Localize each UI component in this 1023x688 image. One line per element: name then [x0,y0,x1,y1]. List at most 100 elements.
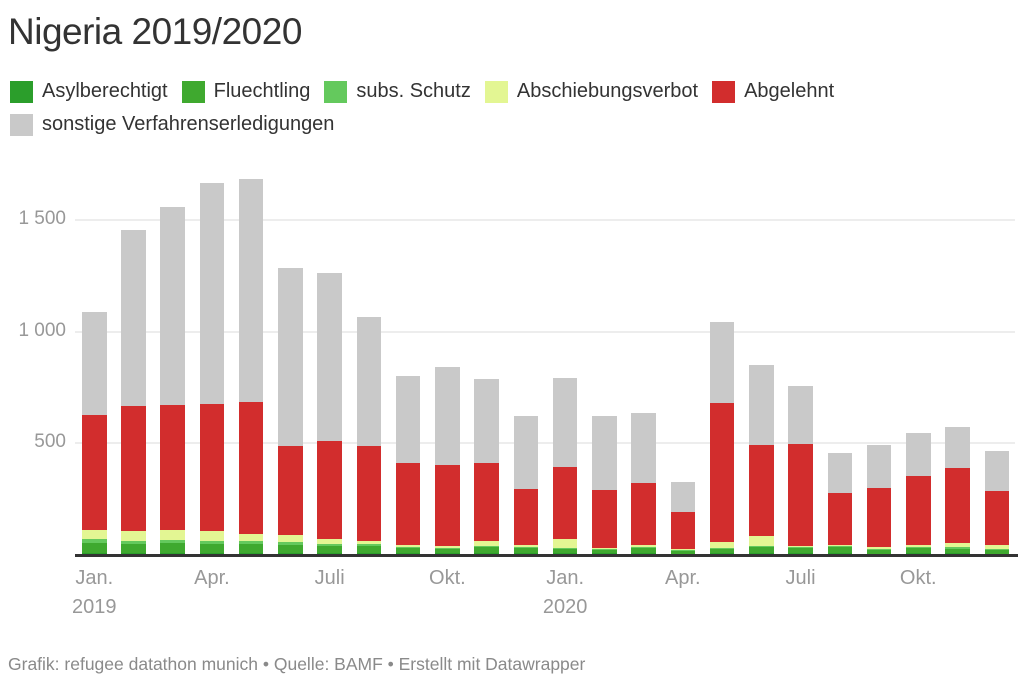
legend-swatch-asylberechtigt [10,80,33,103]
segment-abgelehnt [395,462,421,545]
bar-nov-2019 [474,379,499,554]
legend-swatch-abschiebungsverbot [484,80,508,103]
segment-abgelehnt [984,490,1009,545]
segment-subs-schutz [238,541,264,545]
segment-fluechtling [827,547,853,554]
segment-abschiebungsverbot [160,530,185,540]
gridline-1000 [75,330,1015,333]
segment-abschiebungsverbot [238,533,264,542]
segment-subs-schutz [278,542,303,545]
gridline-1500 [75,219,1015,222]
segment-abschiebungsverbot [317,538,342,544]
segment-fluechtling [709,549,735,554]
segment-abgelehnt [709,402,735,542]
legend-item-abschiebungsverbot: Abschiebungsverbot [484,80,698,103]
legend-label: subs. Schutz [356,80,471,102]
legend-swatch-subs-schutz [324,80,348,103]
bar-m-r-2020 [631,413,656,554]
legend-label: Fluechtling [213,80,311,102]
segment-fluechtling [788,548,813,554]
x-axis-tick-label-okt: Okt. [858,564,978,593]
x-axis-tick-line: Juli [314,567,345,589]
segment-abschiebungsverbot [121,530,146,541]
legend-item-abgelehnt: Abgelehnt [712,80,834,103]
bar-jan-2020 [552,378,578,554]
x-axis-tick-label-okt: Okt. [387,564,507,593]
legend-item-subs-schutz: subs. Schutz [324,80,471,103]
segment-sonstige-verfahrenserledigungen [945,427,970,468]
x-axis-line [75,554,1018,557]
segment-subs-schutz [552,548,578,550]
segment-abgelehnt [552,466,578,540]
x-axis-tick-label-juli: Juli [741,564,861,593]
segment-asylberechtigt [199,552,225,554]
segment-fluechtling [866,550,892,554]
segment-fluechtling [945,549,970,554]
bar-m-r-2019 [160,207,185,554]
segment-subs-schutz [82,539,107,543]
bar-apr-2019 [199,183,225,554]
segment-fluechtling [238,544,264,553]
segment-subs-schutz [199,540,225,544]
x-axis-tick-label-jan-2020: Jan. 2020 [505,564,625,622]
segment-abgelehnt [592,489,617,548]
bar-dez-2019 [513,415,539,554]
x-axis-tick-line: Okt. [899,567,937,589]
segment-subs-schutz [121,540,146,544]
segment-abschiebungsverbot [278,535,303,543]
segment-asylberechtigt [513,553,539,554]
bar-dez-2020 [984,450,1009,554]
segment-subs-schutz [513,547,539,549]
segment-fluechtling [984,550,1009,554]
legend-item-asylberechtigt: Asylberechtigt [10,80,168,103]
segment-fluechtling [552,549,578,554]
segment-abgelehnt [749,444,774,536]
segment-fluechtling [435,549,460,554]
x-axis-tick-line: Juli [785,567,816,589]
segment-fluechtling [395,548,421,554]
segment-sonstige-verfahrenserledigungen [670,482,696,513]
segment-abgelehnt [121,405,146,531]
chart-footer: Grafik: refugee datathon munich • Quelle… [8,654,586,674]
segment-abschiebungsverbot [749,535,774,546]
segment-sonstige-verfahrenserledigungen [121,230,146,406]
legend-swatch-abgelehnt [712,80,736,103]
segment-abgelehnt [82,414,107,530]
segment-abgelehnt [670,512,696,549]
segment-abschiebungsverbot [709,541,735,548]
segment-subs-schutz [631,546,656,548]
segment-abgelehnt [945,467,970,543]
segment-fluechtling [356,545,382,553]
segment-abschiebungsverbot [592,547,617,550]
segment-abschiebungsverbot [866,547,892,550]
gridline-500 [75,441,1015,444]
bar-okt-2020 [906,433,931,554]
segment-abgelehnt [199,403,225,532]
segment-abschiebungsverbot [552,539,578,549]
bar-jan-2019 [82,311,107,554]
segment-fluechtling [749,547,774,554]
segment-abgelehnt [278,446,303,536]
segment-subs-schutz [160,539,185,543]
segment-subs-schutz [435,548,460,550]
segment-abschiebungsverbot [827,544,853,546]
segment-subs-schutz [945,546,970,550]
segment-sonstige-verfahrenserledigungen [866,444,892,489]
bar-apr-2020 [670,482,696,554]
segment-abschiebungsverbot [670,548,696,550]
bar-jul-2020 [788,385,813,554]
segment-sonstige-verfahrenserledigungen [788,385,813,444]
segment-abschiebungsverbot [906,545,931,548]
segment-abgelehnt [317,440,342,539]
legend-swatch-sonstige-verfahrenserledigungen [10,113,33,136]
y-axis-tick-label: 1 000 [18,319,66,341]
legend: Asylberechtigt Fluechtling subs. Schutz Abs… [10,80,1010,136]
x-axis-tick-line: Apr. [665,567,701,589]
segment-asylberechtigt [552,553,578,554]
x-axis-tick-line: 2019 [72,596,117,618]
segment-abgelehnt [160,405,185,531]
segment-sonstige-verfahrenserledigungen [709,321,735,403]
bar-okt-2019 [435,367,460,554]
segment-subs-schutz [317,543,342,546]
segment-abschiebungsverbot [199,531,225,541]
